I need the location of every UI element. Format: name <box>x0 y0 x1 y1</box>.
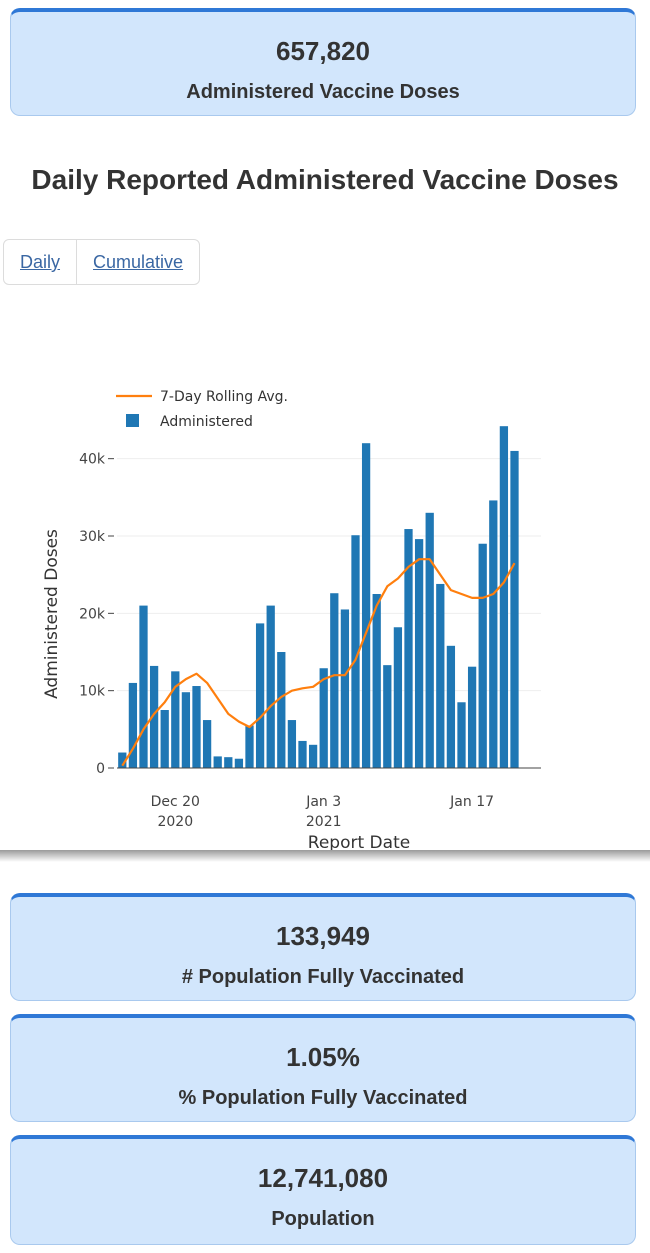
bar <box>383 665 392 768</box>
bar <box>202 720 212 768</box>
x-tick-label: Dec 20 <box>151 794 200 810</box>
bar <box>160 710 169 768</box>
bar <box>298 740 307 768</box>
fully-vaccinated-value: 133,949 <box>276 921 370 951</box>
doses-chart: 0 10k 20k 30k 40k Dec 20 2020 Jan 3 2021 Jan 17 Re… <box>0 290 650 854</box>
pct-vaccinated-label: % Population Fully Vaccinated <box>178 1087 468 1109</box>
bar <box>489 500 498 768</box>
x-tick-label: Jan 17 <box>449 794 494 810</box>
bar <box>234 758 244 768</box>
bar <box>436 583 445 768</box>
chart-section-title: Daily Reported Administered Vaccine Dose… <box>31 164 619 195</box>
bar <box>255 623 265 768</box>
bar <box>499 426 509 768</box>
population-value: 12,741,080 <box>257 1163 389 1193</box>
bar <box>192 686 201 768</box>
tab-cumulative[interactable]: Cumulative <box>76 240 199 284</box>
fully-vaccinated-card: 133,949 # Population Fully Vaccinated <box>10 893 636 1001</box>
y-tick-label: 40k <box>79 452 106 468</box>
x-tick-label: Jan 3 <box>305 794 341 810</box>
section-divider <box>0 850 650 862</box>
doses-label: Administered Vaccine Doses <box>186 81 460 103</box>
bar <box>181 692 191 768</box>
doses-value: 657,820 <box>276 36 370 66</box>
x-tick-label-year: 2021 <box>306 814 342 830</box>
legend-label-administered: Administered <box>160 414 253 430</box>
bar <box>340 609 350 768</box>
population-label: Population <box>271 1208 375 1230</box>
bar <box>404 529 413 768</box>
bar <box>414 539 424 768</box>
bar <box>319 668 328 768</box>
bar <box>425 512 434 768</box>
bar <box>467 666 477 768</box>
chart-mode-tabs: Daily Cumulative <box>3 239 201 285</box>
bar <box>277 652 286 768</box>
bar <box>171 671 180 768</box>
bar <box>224 757 233 768</box>
x-tick-label-year: 2020 <box>157 814 193 830</box>
bar <box>213 756 222 768</box>
y-tick-label: 30k <box>79 529 106 545</box>
bar <box>118 752 127 768</box>
bar <box>457 702 466 768</box>
bar <box>510 450 519 768</box>
tab-daily[interactable]: Daily <box>20 252 61 272</box>
legend-box <box>108 380 314 430</box>
bar <box>361 443 371 768</box>
bar <box>446 645 456 768</box>
chart-svg: 0 10k 20k 30k 40k Dec 20 2020 Jan 3 2021 Jan 17 Re… <box>42 380 541 853</box>
bar <box>266 605 275 768</box>
y-tick-label: 0 <box>96 761 105 777</box>
bar <box>330 593 339 768</box>
bar <box>372 594 381 768</box>
y-tick-label: 20k <box>79 606 106 622</box>
bar <box>308 744 318 768</box>
bar <box>245 725 254 768</box>
bar <box>393 627 403 768</box>
pct-vaccinated-card: 1.05% % Population Fully Vaccinated <box>10 1014 636 1122</box>
legend-bar-swatch <box>126 414 139 427</box>
rolling-avg-line <box>121 558 516 767</box>
fully-vaccinated-label: # Population Fully Vaccinated <box>181 966 465 988</box>
population-card: 12,741,080 Population <box>10 1135 636 1245</box>
bar <box>351 535 360 768</box>
bar <box>478 543 487 768</box>
x-axis-title: Report Date <box>308 833 410 853</box>
pct-vaccinated-value: 1.05% <box>286 1042 360 1072</box>
bar <box>128 682 138 768</box>
y-tick-label: 10k <box>79 684 106 700</box>
bar <box>149 665 159 768</box>
doses-card: 657,820 Administered Vaccine Doses <box>10 8 636 116</box>
y-axis-title: Administered Doses <box>42 529 62 699</box>
legend-label-avg: 7-Day Rolling Avg. <box>160 389 288 405</box>
bar <box>139 605 148 768</box>
bar <box>287 720 297 768</box>
